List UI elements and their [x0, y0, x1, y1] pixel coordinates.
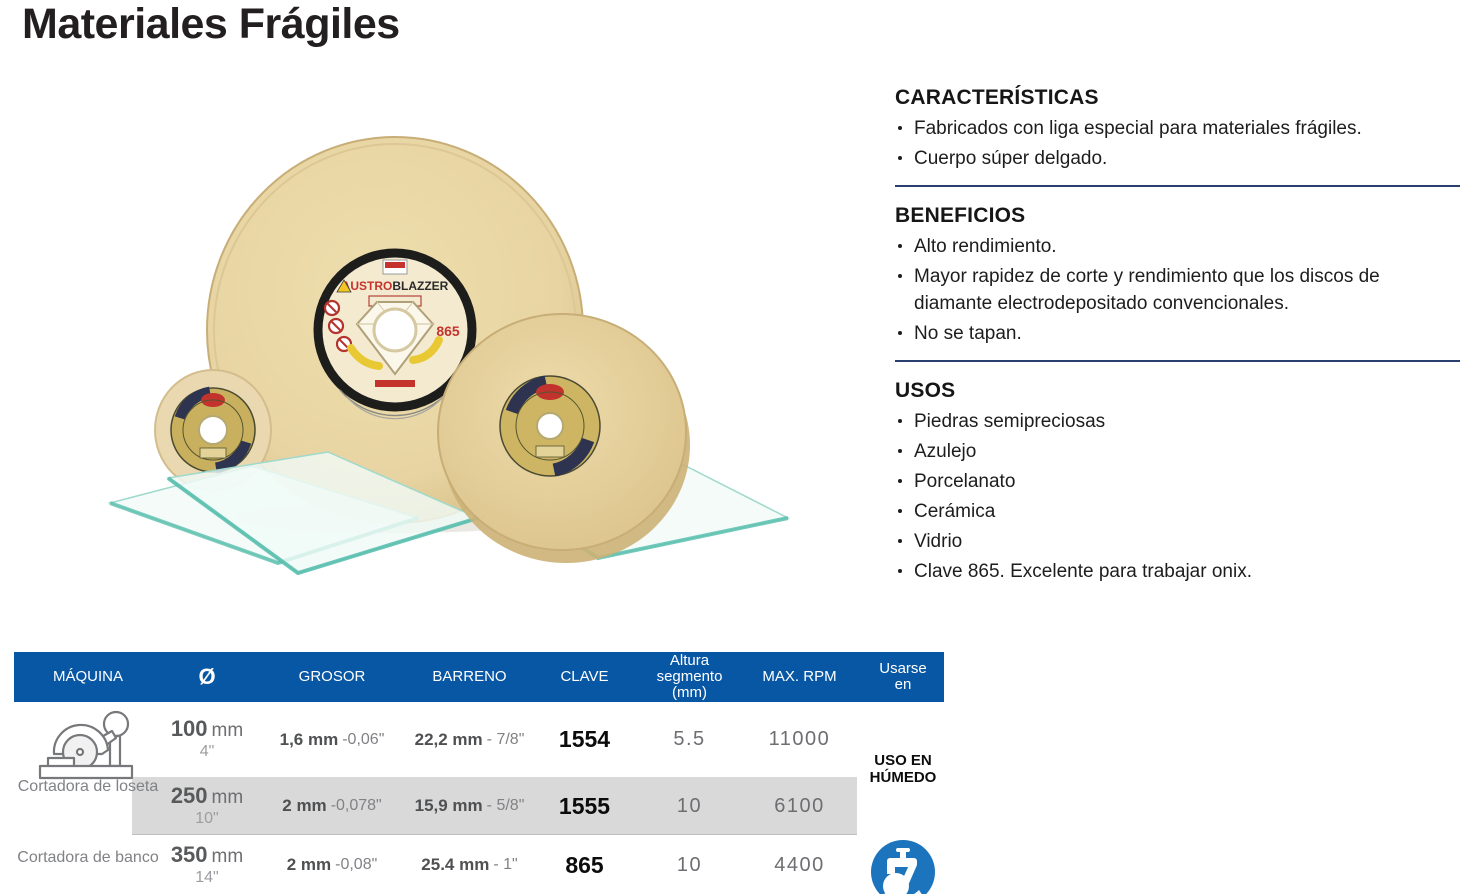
table-row-cell: 1,6 mm -0,06" [279, 729, 385, 749]
bullet-dot [898, 244, 902, 248]
table-row-cell: 100 mm 4" [170, 716, 244, 761]
medium-disc [437, 313, 690, 563]
machine-label-loseta: Cortadora de loseta [17, 778, 159, 795]
product-photo: AUSTROBLAZZER [100, 108, 870, 608]
list-item: Azulejo [895, 438, 1387, 465]
table-body: Cortadora de loseta Cortadora de banco 1… [14, 702, 944, 894]
large-disc-label: AUSTROBLAZZER [313, 248, 477, 420]
section-divider [895, 185, 1460, 187]
col-header-diametro: Ø [198, 664, 216, 689]
spec-table: MÁQUINA Ø GROSOR BARRENO CLAVE Altura se… [14, 652, 944, 894]
bullet-dot [898, 449, 902, 453]
info-column: CARACTERÍSTICAS Fabricados con liga espe… [895, 86, 1460, 588]
list-item: Porcelanato [895, 468, 1387, 495]
table-row-cell: 10 [676, 853, 703, 876]
bullet-dot [898, 274, 902, 278]
list-item: Vidrio [895, 528, 1387, 555]
wet-use-label: USO EN HÚMEDO [869, 752, 937, 786]
bullet-dot [898, 419, 902, 423]
list-item: Clave 865. Excelente para trabajar onix. [895, 558, 1387, 585]
col-header-max-rpm: MAX. RPM [762, 668, 837, 685]
warning-triangle-icon [336, 279, 352, 293]
highlight-row-band [132, 777, 857, 835]
table-row-cell: 1555 [558, 792, 611, 819]
table-row-cell: 2 mm -0,078" [282, 796, 382, 815]
bullet-dot [898, 539, 902, 543]
section-heading-beneficios: BENEFICIOS [895, 204, 1026, 227]
col-header-clave: CLAVE [560, 668, 609, 685]
bullet-dot [898, 509, 902, 513]
col-header-usarse-en: Usarse en [879, 660, 927, 693]
bullet-dot [898, 331, 902, 335]
table-row-cell: 1554 [558, 726, 611, 752]
table-row-cell: 865 [565, 851, 604, 878]
bullet-dot [898, 479, 902, 483]
section-divider [895, 360, 1460, 362]
page-title: Materiales Frágiles [22, 0, 400, 48]
table-row-cell: 10 [676, 794, 703, 817]
list-item: No se tapan. [895, 320, 1387, 347]
label-clave-text: 865 [436, 323, 460, 339]
list-item: Cuerpo súper delgado. [895, 145, 1387, 172]
caracteristicas-list: Fabricados con liga especial para materi… [895, 115, 1387, 172]
machine-label-banco: Cortadora de banco [17, 849, 159, 866]
table-row-cell: 25.4 mm - 1" [421, 855, 518, 874]
list-item: Mayor rapidez de corte y rendimiento que… [895, 263, 1387, 317]
bullet-dot [898, 156, 902, 160]
bullet-dot [898, 569, 902, 573]
table-row-cell: 22,2 mm - 7/8" [414, 729, 525, 749]
brand-text-red: AUSTRO [342, 279, 393, 293]
table-header-row: MÁQUINA Ø GROSOR BARRENO CLAVE Altura se… [14, 652, 944, 702]
section-heading-caracteristicas: CARACTERÍSTICAS [895, 86, 1099, 109]
list-item: Alto rendimiento. [895, 233, 1387, 260]
col-header-maquina: MÁQUINA [52, 668, 123, 685]
col-header-barreno: BARRENO [432, 668, 507, 685]
brand-text-black: BLAZZER [392, 279, 448, 293]
tile-cutter-icon [36, 706, 140, 780]
beneficios-list: Alto rendimiento. Mayor rapidez de corte… [895, 233, 1387, 347]
col-header-altura-segmento: Altura segmento (mm) [656, 652, 723, 701]
table-row-cell: 4400 [774, 853, 825, 876]
table-row-cell: 5.5 [673, 728, 706, 750]
faucet-icon [869, 838, 937, 894]
table-row-cell: 6100 [774, 794, 825, 817]
section-heading-usos: USOS [895, 379, 956, 402]
table-row-cell: 15,9 mm - 5/8" [414, 796, 525, 815]
table-row-cell: 350 mm 14" [170, 841, 244, 886]
col-header-grosor: GROSOR [298, 668, 366, 685]
table-row-cell: 2 mm -0,08" [286, 855, 378, 874]
list-item: Fabricados con liga especial para materi… [895, 115, 1387, 142]
bullet-dot [898, 126, 902, 130]
list-item: Piedras semipreciosas [895, 408, 1387, 435]
list-item: Cerámica [895, 498, 1387, 525]
discs-illustration: AUSTROBLAZZER [107, 136, 791, 576]
table-row-cell: 250 mm 10" [170, 782, 244, 827]
svg-text:AUSTROBLAZZER: AUSTROBLAZZER [342, 279, 449, 293]
small-disc [154, 369, 272, 491]
table-row-cell: 11000 [768, 728, 831, 750]
usos-list: Piedras semipreciosas Azulejo Porcelanat… [895, 408, 1387, 585]
